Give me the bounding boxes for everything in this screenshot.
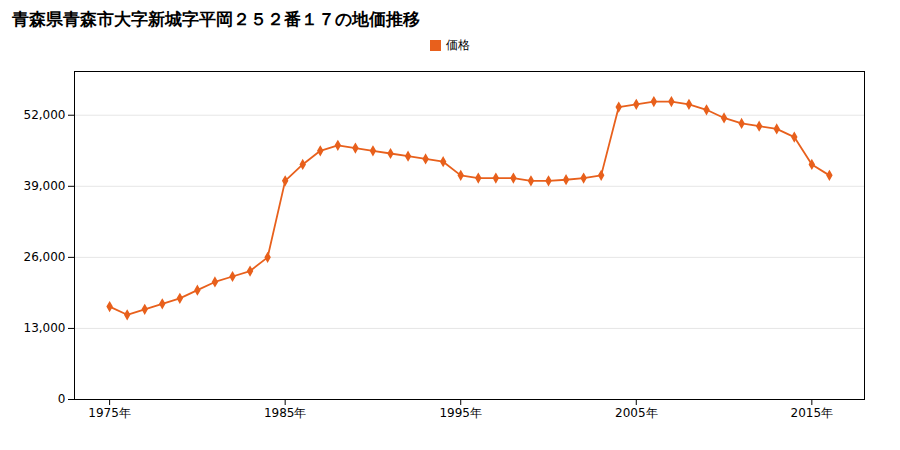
svg-text:39,000: 39,000 [24,179,66,193]
svg-text:1985年: 1985年 [264,406,307,420]
svg-text:1975年: 1975年 [88,406,131,420]
svg-text:52,000: 52,000 [24,108,66,122]
svg-text:0: 0 [58,392,66,406]
html-text:青森県青森市大字新城字平岡２５２番１７の地価推移: 青森県青森市大字新城字平岡２５２番１７の地価推移 [12,9,420,29]
svg-text:26,000: 26,000 [24,250,66,264]
svg-text:1995年: 1995年 [439,406,482,420]
svg-text:2005年: 2005年 [615,406,658,420]
svg-text:2015年: 2015年 [791,406,834,420]
html-text:価格: 価格 [446,37,470,52]
svg-text:13,000: 13,000 [24,321,66,335]
